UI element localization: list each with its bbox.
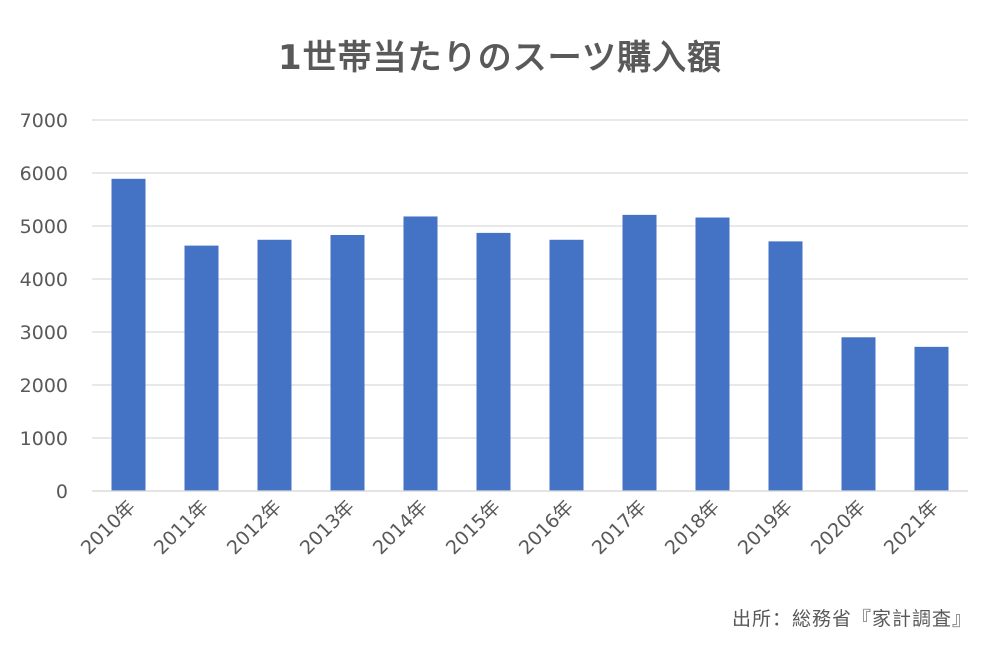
x-axis-ticks: 2010年 2011年 2012年 2013年 2014年 2015年 2016年 2017年… <box>77 496 943 559</box>
y-tick-label: 4000 <box>20 269 68 291</box>
y-tick-label: 7000 <box>20 110 68 132</box>
x-tick-label: 2019年 <box>734 496 797 559</box>
y-tick-label: 6000 <box>20 163 68 185</box>
bar <box>622 214 657 491</box>
y-tick-label: 1000 <box>20 428 68 450</box>
x-tick-label: 2021年 <box>880 496 943 559</box>
y-tick-label: 0 <box>56 481 68 503</box>
bar <box>549 239 584 491</box>
source-note: 出所：総務省『家計調査』 <box>731 608 972 630</box>
gridlines <box>92 119 968 492</box>
y-axis-ticks: 0 1000 2000 3000 4000 5000 6000 7000 <box>20 110 68 503</box>
bar <box>403 216 438 491</box>
bar <box>257 239 292 491</box>
bar <box>330 235 365 491</box>
x-tick-label: 2010年 <box>77 496 140 559</box>
x-tick-label: 2012年 <box>223 496 286 559</box>
x-tick-label: 2015年 <box>442 496 505 559</box>
bar <box>111 178 146 491</box>
x-tick-label: 2013年 <box>296 496 359 559</box>
x-tick-label: 2011年 <box>150 496 213 559</box>
y-tick-label: 5000 <box>20 216 68 238</box>
bar <box>695 217 730 491</box>
bar <box>914 346 949 491</box>
x-tick-label: 2020年 <box>807 496 870 559</box>
bar <box>841 337 876 491</box>
bar <box>768 241 803 491</box>
bars <box>92 178 968 492</box>
x-tick-label: 2016年 <box>515 496 578 559</box>
x-tick-label: 2018年 <box>661 496 724 559</box>
bar <box>476 232 511 491</box>
x-tick-label: 2014年 <box>369 496 432 559</box>
y-tick-label: 3000 <box>20 322 68 344</box>
chart-title: 1世帯当たりのスーツ購入額 <box>278 38 722 78</box>
bar <box>184 245 219 491</box>
y-tick-label: 2000 <box>20 375 68 397</box>
x-tick-label: 2017年 <box>588 496 651 559</box>
